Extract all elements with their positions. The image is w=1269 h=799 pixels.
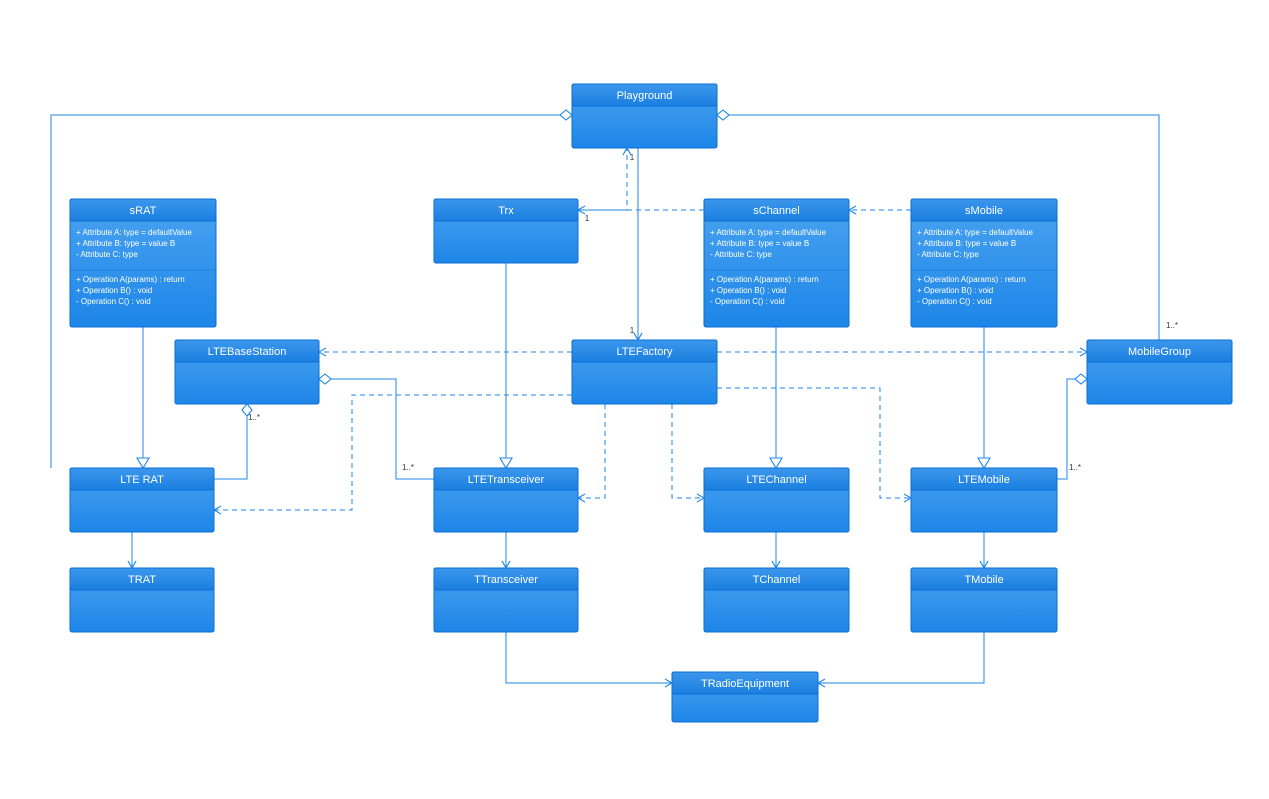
- class-Trx: Trx: [434, 199, 578, 263]
- class-TChannel: TChannel: [704, 568, 849, 632]
- class-title: LTETransceiver: [468, 474, 545, 486]
- class-title: TChannel: [753, 574, 801, 586]
- uml-diagram: 1..*1111..*1..*1..*PlaygroundsRAT+ Attri…: [0, 0, 1269, 799]
- class-title: LTEMobile: [958, 474, 1010, 486]
- edge-label: 1..*: [1069, 463, 1081, 472]
- edge-Trx-Playground: [578, 148, 627, 210]
- class-LTERAT: LTE RAT: [70, 468, 214, 532]
- class-LTEMobile: LTEMobile: [911, 468, 1057, 532]
- class-TMobile: TMobile: [911, 568, 1057, 632]
- class-op: + Operation B() : void: [76, 286, 152, 295]
- class-title: TRAT: [128, 574, 156, 586]
- class-op: - Operation C() : void: [917, 297, 992, 306]
- class-title: sMobile: [965, 205, 1003, 217]
- class-TRAT: TRAT: [70, 568, 214, 632]
- class-op: + Operation A(params) : return: [917, 275, 1026, 284]
- class-attr: + Attribute A: type = defaultValue: [917, 228, 1033, 237]
- edge-LTEFactory-LTETransceiver: [578, 404, 605, 498]
- class-title: LTE RAT: [120, 474, 164, 486]
- class-op: - Operation C() : void: [76, 297, 151, 306]
- class-LTETransceiver: LTETransceiver: [434, 468, 578, 532]
- edge-TTransceiver-TRadioEquipment: [506, 632, 672, 683]
- class-attr: - Attribute C: type: [76, 250, 138, 259]
- class-LTEFactory: LTEFactory: [572, 340, 717, 404]
- class-title: sRAT: [130, 205, 157, 217]
- edge-LTEBaseStation-LTERAT: [214, 404, 247, 479]
- class-TTransceiver: TTransceiver: [434, 568, 578, 632]
- edge-LTEBaseStation-LTETransceiver: [319, 379, 434, 479]
- edge-TMobile-TRadioEquipment: [818, 632, 984, 683]
- class-attr: + Attribute A: type = defaultValue: [710, 228, 826, 237]
- edge-LTEFactory-LTEChannel: [672, 404, 704, 498]
- edge-label: 1..*: [1166, 321, 1178, 330]
- class-attr: + Attribute B: type = value B: [917, 239, 1016, 248]
- class-attr: + Attribute A: type = defaultValue: [76, 228, 192, 237]
- class-title: MobileGroup: [1128, 346, 1191, 358]
- class-title: TTransceiver: [474, 574, 538, 586]
- class-title: LTEFactory: [616, 346, 673, 358]
- class-title: TMobile: [964, 574, 1003, 586]
- edge-label: 1: [585, 214, 590, 223]
- class-op: - Operation C() : void: [710, 297, 785, 306]
- class-attr: - Attribute C: type: [710, 250, 772, 259]
- class-TRadioEquipment: TRadioEquipment: [672, 672, 818, 722]
- class-sMobile: sMobile + Attribute A: type = defaultValu…: [911, 199, 1057, 327]
- class-attr: + Attribute B: type = value B: [710, 239, 809, 248]
- class-title: LTEChannel: [746, 474, 806, 486]
- class-title: TRadioEquipment: [701, 678, 789, 690]
- class-attr: - Attribute C: type: [917, 250, 979, 259]
- class-Playground: Playground: [572, 84, 717, 148]
- class-op: + Operation A(params) : return: [710, 275, 819, 284]
- edge-label: 1..*: [248, 413, 260, 422]
- class-LTEBaseStation: LTEBaseStation: [175, 340, 319, 404]
- class-LTEChannel: LTEChannel: [704, 468, 849, 532]
- class-title: sChannel: [753, 205, 799, 217]
- class-op: + Operation A(params) : return: [76, 275, 185, 284]
- class-title: Playground: [617, 90, 673, 102]
- edge-label: 1..*: [402, 463, 414, 472]
- class-sRAT: sRAT + Attribute A: type = defaultValue + …: [70, 199, 216, 327]
- class-MobileGroup: MobileGroup: [1087, 340, 1232, 404]
- class-attr: + Attribute B: type = value B: [76, 239, 175, 248]
- class-op: + Operation B() : void: [710, 286, 786, 295]
- class-title: LTEBaseStation: [208, 346, 287, 358]
- class-title: Trx: [498, 205, 514, 217]
- class-op: + Operation B() : void: [917, 286, 993, 295]
- class-sChannel: sChannel + Attribute A: type = defaultVal…: [704, 199, 849, 327]
